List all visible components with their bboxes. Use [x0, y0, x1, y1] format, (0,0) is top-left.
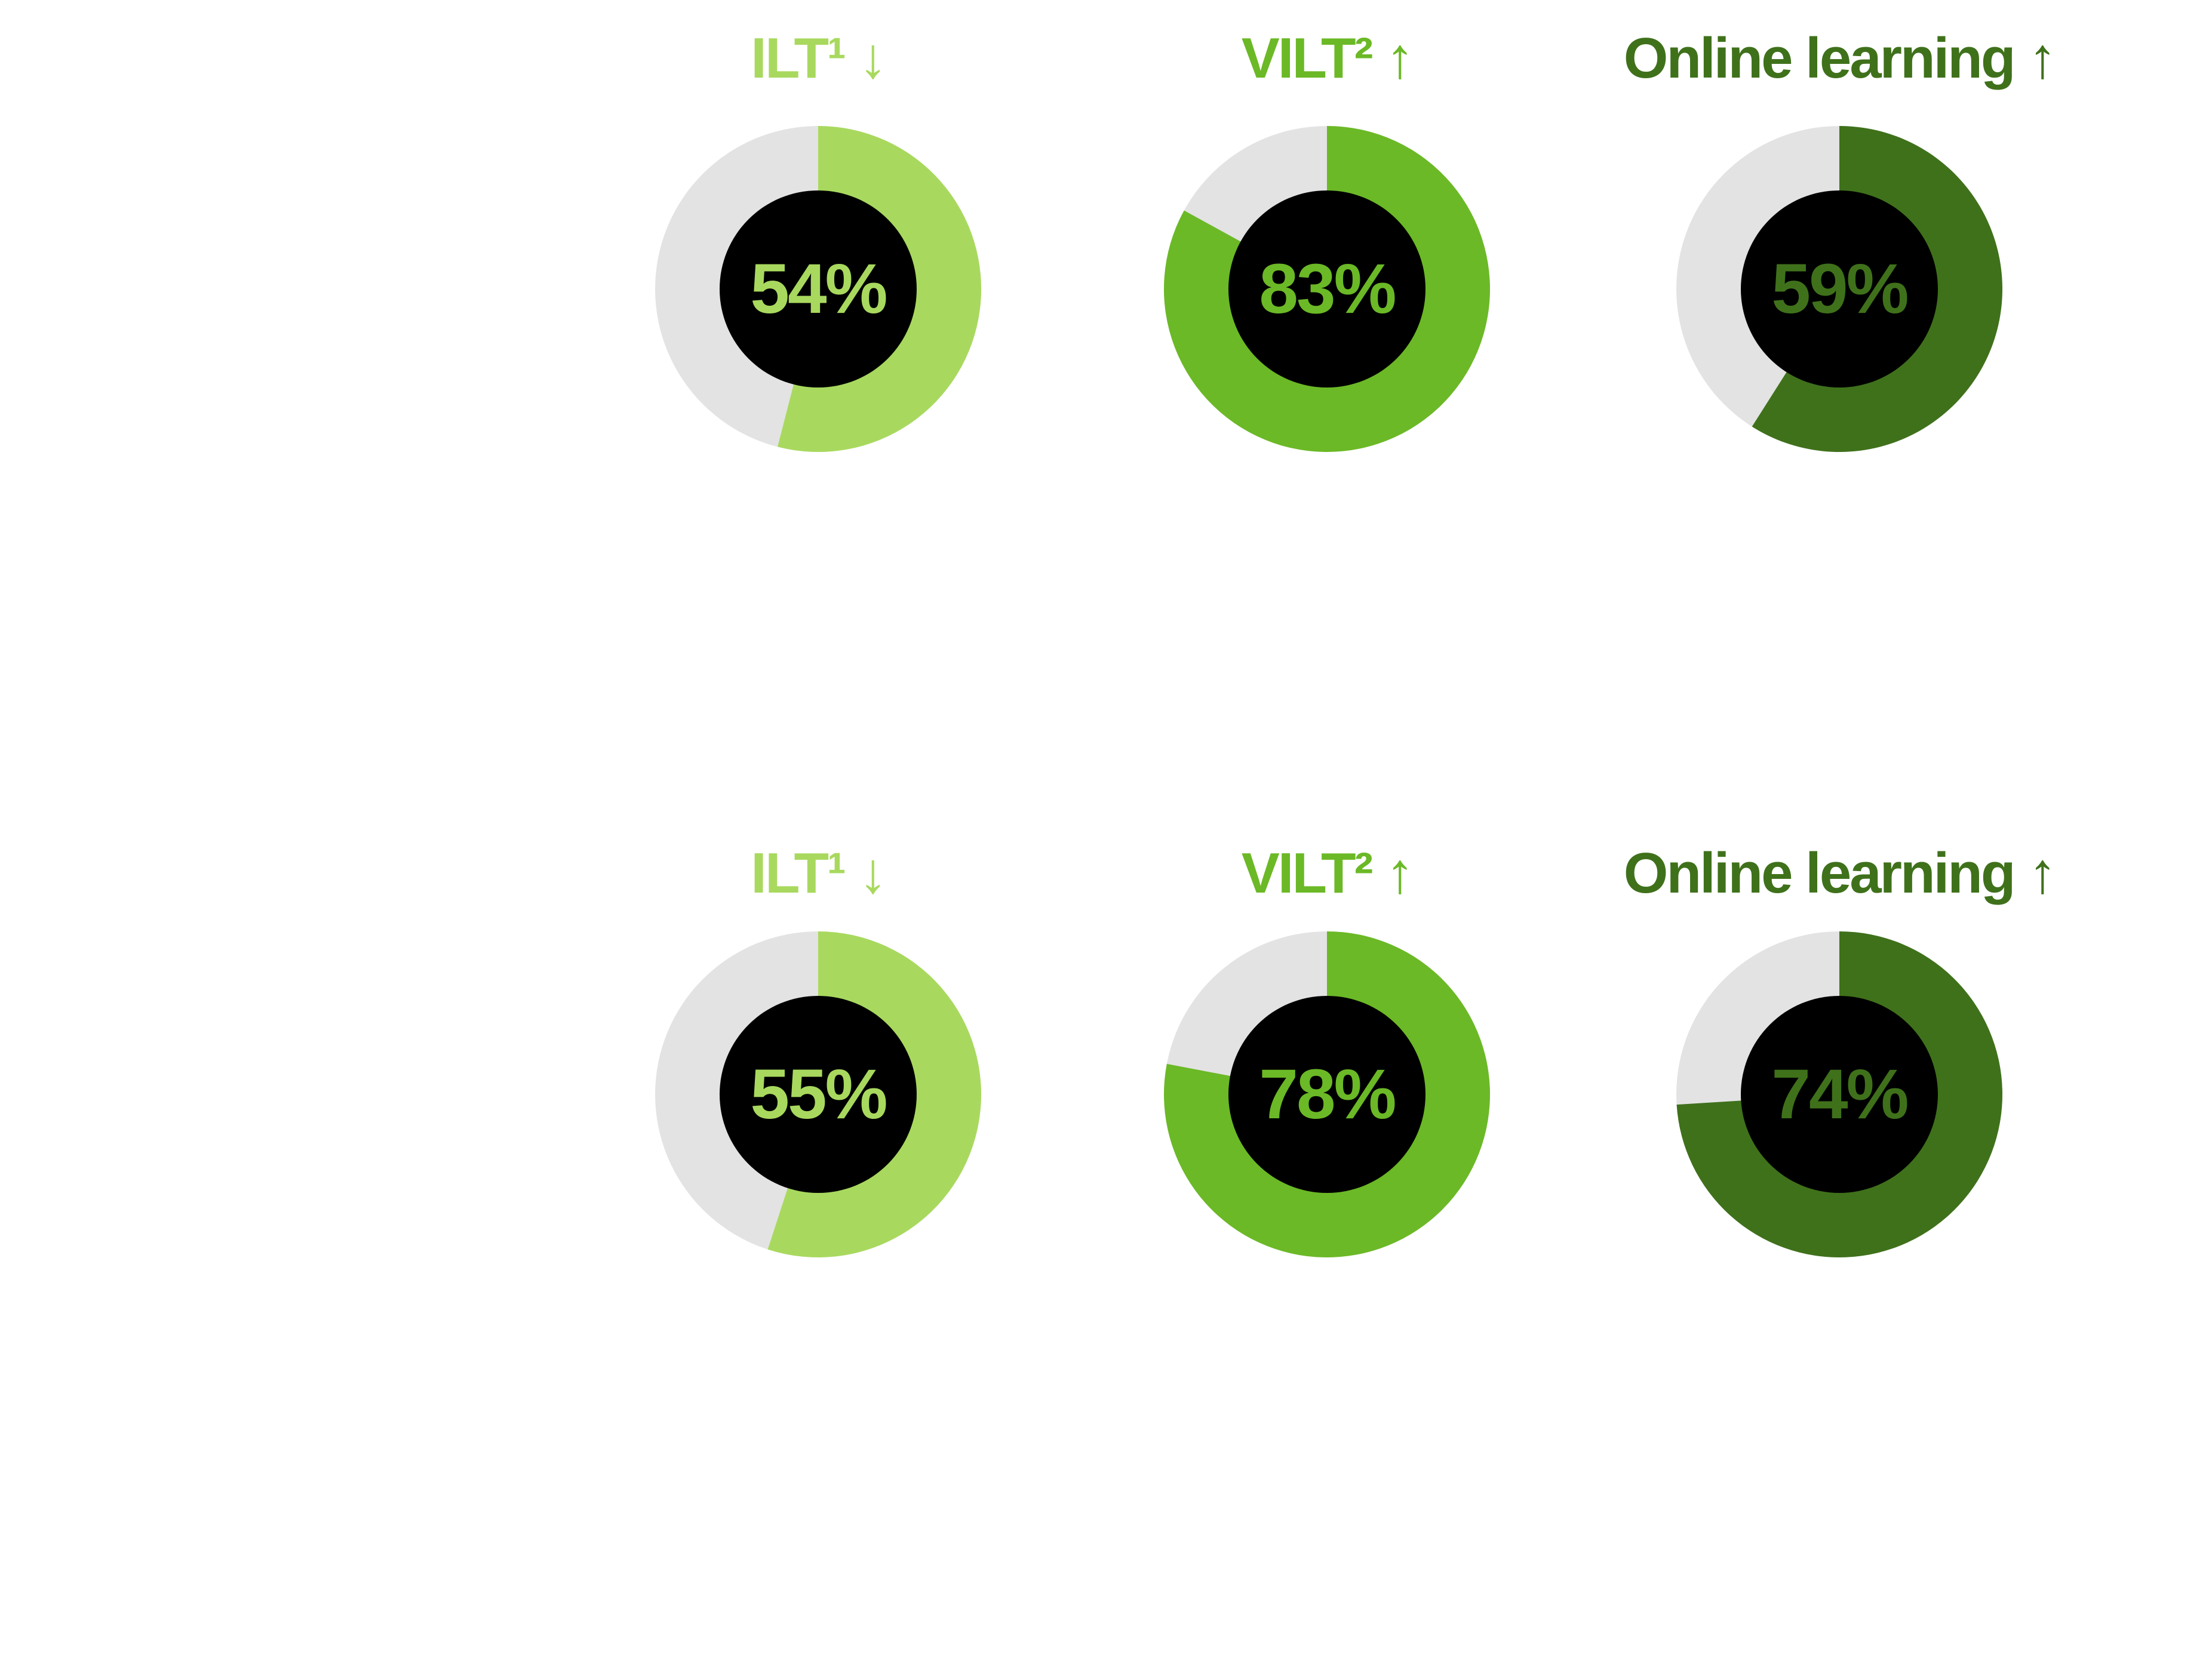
donut-hole [720, 190, 917, 387]
donut-chart: Online learning ↑ 59% [1624, 26, 2057, 452]
donut-chart: ILT¹ ↓ 55% [655, 841, 981, 1257]
value-label: 74% [1771, 1055, 1907, 1134]
donut-hole [1228, 996, 1425, 1193]
value-label: 59% [1771, 250, 1907, 328]
chart-title: ILT¹ ↓ [751, 26, 885, 90]
chart-title: Online learning ↑ [1624, 841, 2055, 905]
chart-title: ILT¹ ↓ [751, 841, 885, 905]
value-label: 83% [1259, 250, 1394, 328]
donut-hole [1741, 996, 1938, 1193]
donut-hole [1741, 190, 1938, 387]
charts-layer: ILT¹ ↓ 54% VILT² ↑ 83% Online learning ↑ 59% I… [655, 26, 2057, 1257]
chart-title: Online learning ↑ [1624, 26, 2055, 90]
donut-hole [720, 996, 917, 1193]
value-label: 54% [750, 250, 886, 328]
donut-hole [1228, 190, 1425, 387]
donut-chart: Online learning ↑ 74% [1624, 841, 2057, 1257]
donut-chart: VILT² ↑ 83% [1164, 26, 1491, 452]
value-label: 55% [750, 1055, 886, 1134]
value-label: 78% [1259, 1055, 1394, 1134]
donut-chart: VILT² ↑ 78% [1164, 841, 1491, 1257]
chart-title: VILT² ↑ [1242, 26, 1413, 90]
chart-title: VILT² ↑ [1242, 841, 1413, 905]
donut-chart: ILT¹ ↓ 54% [655, 26, 982, 452]
